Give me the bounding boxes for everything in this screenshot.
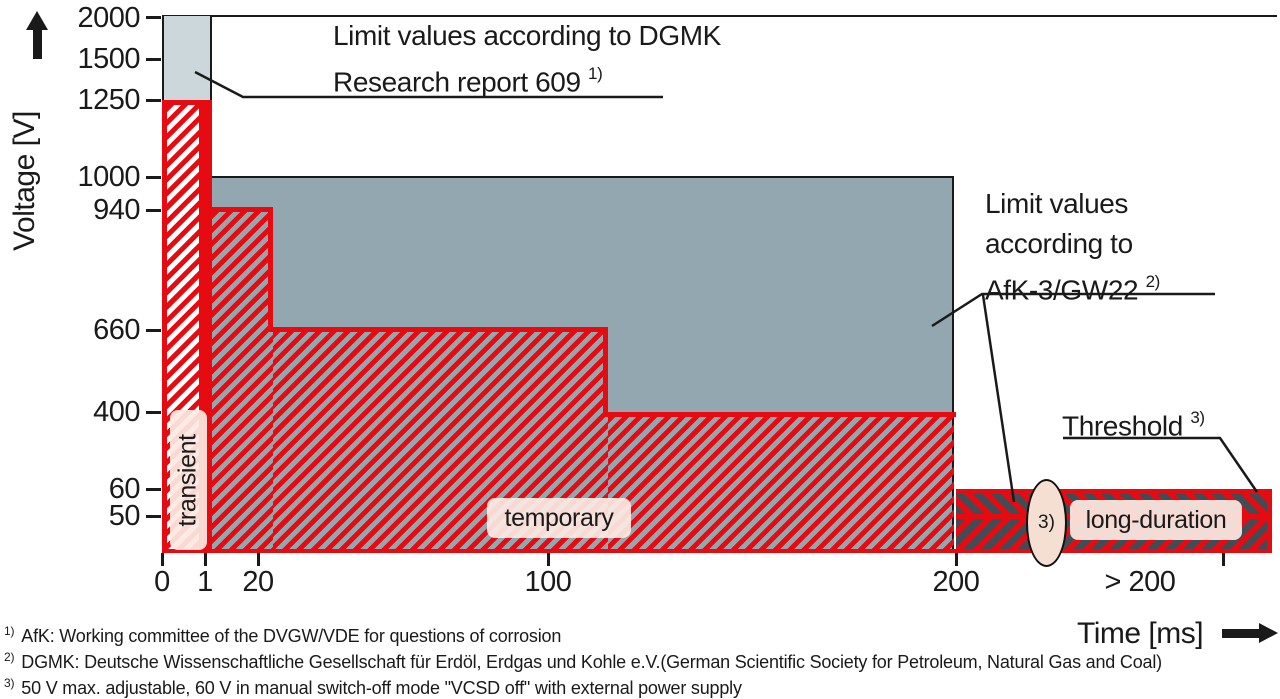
annotation-threshold-text: Threshold <box>1062 410 1183 442</box>
x-tick-label: 1 <box>197 566 213 598</box>
up-arrow-shaft <box>33 28 42 59</box>
right-arrow-head <box>1259 623 1278 643</box>
y-tick <box>146 16 161 19</box>
x-tick-label: 100 <box>524 566 572 598</box>
step-edge-940-top <box>199 207 273 212</box>
x-tick <box>547 553 550 566</box>
right-arrow-shaft <box>1222 629 1260 638</box>
y-tick <box>146 209 161 212</box>
y-tick-label: 400 <box>93 396 140 428</box>
footnote-2-text: DGMK: Deutsche Wissenschaftliche Gesells… <box>21 652 1162 672</box>
annotation-afk-line2: according to <box>985 224 1160 264</box>
annotation-dgmk-line1-text: Limit values according to DGMK <box>333 20 721 51</box>
x-tick-label: 20 <box>242 566 274 598</box>
annotation-dgmk-footnote-ref: 1) <box>588 64 603 83</box>
y-tick-label: 1000 <box>77 161 140 193</box>
threshold-band-right-edge <box>1267 489 1272 553</box>
y-tick <box>146 515 161 518</box>
x-tick <box>257 553 260 566</box>
y-tick <box>146 329 161 332</box>
annotation-afk: Limit values according to AfK-3/GW22 2) <box>985 184 1160 310</box>
footnote-2: 2) DGMK: Deutsche Wissenschaftliche Gesel… <box>4 650 1162 673</box>
y-axis-title-wrap: Voltage [V] <box>0 60 48 300</box>
footnote-3: 3) 50 V max. adjustable, 60 V in manual s… <box>4 676 742 699</box>
region-label-temporary-text: temporary <box>504 503 614 532</box>
footnote-3-ellipse-marker: 3) <box>1026 479 1067 567</box>
step-edge-100ms <box>603 327 608 417</box>
x-tick-label: 200 <box>932 566 980 598</box>
footnote-1-marker: 1) <box>4 624 15 638</box>
step-edge-bottom <box>162 549 1272 553</box>
y-tick-label: 50 <box>108 500 141 532</box>
step-edge-1250-top <box>162 100 212 105</box>
annotation-afk-line2-text: according to <box>985 228 1133 259</box>
region-label-long-duration-text: long-duration <box>1085 505 1227 534</box>
annotation-threshold-footnote-ref: 3) <box>1190 408 1205 427</box>
region-label-long-duration: long-duration <box>1070 500 1242 540</box>
annotation-threshold: Threshold 3) <box>1062 400 1205 446</box>
annotation-afk-line1-text: Limit values <box>985 188 1129 219</box>
y-axis-title: Voltage [V] <box>8 111 41 251</box>
x-axis-title: Time [ms] <box>1077 617 1204 650</box>
step-edge-400-top <box>603 412 956 417</box>
x-tick <box>955 553 958 566</box>
annotation-dgmk-line2-text: Research report 609 <box>333 66 581 98</box>
hatch-940v-area <box>212 212 273 549</box>
annotation-afk-line1: Limit values <box>985 184 1160 224</box>
dgmk-region-0-1ms <box>162 16 212 100</box>
annotation-afk-line3-text: AfK-3/GW22 <box>985 274 1139 306</box>
step-edge-20ms <box>268 207 273 332</box>
x-tick <box>161 553 164 566</box>
y-tick-label: 2000 <box>77 2 140 34</box>
footnote-3-text: 50 V max. adjustable, 60 V in manual swi… <box>21 678 742 698</box>
y-tick-label: 1500 <box>77 43 140 75</box>
region-label-transient-text: transient <box>174 433 203 527</box>
y-tick-label: 1250 <box>77 84 140 116</box>
right-arrow-icon <box>1222 623 1280 643</box>
y-tick <box>146 99 161 102</box>
step-edge-left <box>162 100 167 553</box>
x-tick-label: 0 <box>154 566 170 598</box>
step-edge-660-top <box>268 327 608 332</box>
footnote-2-marker: 2) <box>4 650 15 664</box>
hatch-400v-area <box>608 417 954 549</box>
up-arrow-head <box>26 11 48 30</box>
annotation-dgmk-line1: Limit values according to DGMK <box>333 16 721 56</box>
annotation-afk-footnote-ref: 2) <box>1145 272 1161 291</box>
x-tick-label: > 200 <box>1104 566 1176 598</box>
y-tick <box>146 411 161 414</box>
y-tick <box>146 176 161 179</box>
y-tick-label: 660 <box>93 314 140 346</box>
x-tick <box>204 553 207 566</box>
x-tick <box>1222 553 1225 566</box>
footnote-3-ellipse-marker-text: 3) <box>1038 512 1055 533</box>
y-tick <box>146 488 161 491</box>
annotation-dgmk: Limit values according to DGMK Research … <box>333 16 721 102</box>
region-label-temporary: temporary <box>487 498 631 538</box>
chart-top-border <box>162 15 1277 17</box>
y-tick-label: 60 <box>108 473 141 505</box>
footnote-1-text: AfK: Working committee of the DVGW/VDE f… <box>21 626 562 646</box>
annotation-dgmk-line2: Research report 609 1) <box>333 56 721 102</box>
footnote-1: 1) AfK: Working committee of the DVGW/VDE… <box>4 624 561 647</box>
region-label-transient: transient <box>170 410 207 550</box>
annotation-afk-line3: AfK-3/GW22 2) <box>985 264 1160 310</box>
footnote-3-marker: 3) <box>4 676 15 690</box>
y-tick-label: 940 <box>93 194 140 226</box>
up-arrow-icon <box>26 11 48 59</box>
y-tick <box>146 58 161 61</box>
